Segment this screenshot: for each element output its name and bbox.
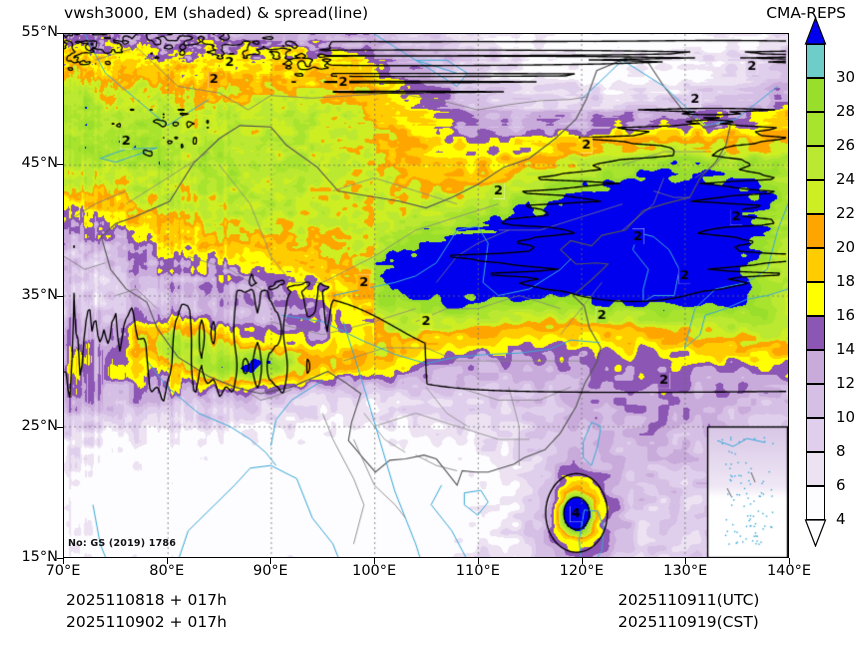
x-axis-tick-label: 130°E [663, 563, 708, 579]
colorbar-tick-label: 18 [836, 272, 856, 290]
colorbar-tick-label: 4 [836, 510, 846, 528]
y-axis-tick-label: 25°N [21, 417, 58, 434]
x-axis-tick-label: 90°E [252, 563, 288, 579]
colorbar-segment [806, 350, 825, 384]
colorbar-tick-label: 6 [836, 476, 846, 494]
x-axis-tick-label: 120°E [559, 563, 604, 579]
x-axis-tick [477, 558, 479, 564]
colorbar-segment [806, 180, 825, 214]
y-axis-tick [57, 558, 63, 559]
y-axis-tick [57, 164, 63, 166]
triangle-up-icon [805, 18, 826, 44]
x-axis-tick [789, 558, 790, 564]
x-axis-tick [374, 558, 376, 564]
map-panel[interactable] [63, 33, 789, 558]
colorbar-tick-label: 8 [836, 442, 846, 460]
y-axis-tick [57, 33, 63, 34]
colorbar-segment [806, 486, 825, 520]
footer-init-utc: 2025110818 + 017h [66, 591, 227, 609]
footer-valid-cst: 2025110919(CST) [618, 613, 759, 631]
y-axis-tick-label: 35°N [21, 286, 58, 303]
x-axis-tick [166, 558, 168, 564]
colorbar-segment [806, 112, 825, 146]
x-axis-tick [581, 558, 583, 564]
x-axis-tick [685, 558, 687, 564]
page-title: vwsh3000, EM (shaded) & spread(line) [64, 4, 369, 22]
colorbar-tick-label: 24 [836, 170, 856, 188]
y-axis-tick-label: 45°N [21, 155, 58, 172]
colorbar-segment [806, 44, 825, 78]
colorbar-tick-label: 14 [836, 340, 856, 358]
colorbar-tick-label: 28 [836, 102, 856, 120]
colorbar-segment [806, 248, 825, 282]
colorbar-segment [806, 418, 825, 452]
x-axis-tick-label: 70°E [45, 563, 81, 579]
colorbar[interactable]: 4 6 8 10 12 14 16 18 20 22 24 26 28 30 [804, 16, 855, 548]
y-axis-tick [57, 426, 63, 428]
y-axis-tick-label: 15°N [21, 549, 58, 565]
footer-valid-utc: 2025110911(UTC) [618, 591, 760, 609]
colorbar-segment [806, 214, 825, 248]
colorbar-segment [806, 282, 825, 316]
y-axis-tick [57, 295, 63, 297]
colorbar-segment [806, 146, 825, 180]
x-axis-tick [270, 558, 272, 564]
y-axis-tick-label: 55°N [21, 24, 58, 40]
colorbar-segment [806, 316, 825, 350]
colorbar-segment [806, 452, 825, 486]
map-canvas[interactable] [64, 34, 788, 557]
triangle-down-icon [805, 520, 826, 546]
colorbar-tick-label: 12 [836, 374, 856, 392]
colorbar-segment [806, 384, 825, 418]
colorbar-segment [806, 78, 825, 112]
footer-init-cst: 2025110902 + 017h [66, 613, 227, 631]
map-watermark: No: GS (2019) 1786 [68, 538, 177, 549]
x-axis-tick-label: 100°E [352, 563, 397, 579]
colorbar-tick-label: 30 [836, 68, 856, 86]
colorbar-tick-label: 10 [836, 408, 856, 426]
x-axis-tick-label: 140°E [766, 563, 812, 579]
colorbar-tick-label: 22 [836, 204, 856, 222]
colorbar-tick-label: 16 [836, 306, 856, 324]
colorbar-tick-label: 20 [836, 238, 856, 256]
x-axis-tick [63, 558, 64, 564]
x-axis-tick-label: 80°E [149, 563, 185, 579]
x-axis-tick-label: 110°E [455, 563, 500, 579]
colorbar-tick-label: 26 [836, 136, 856, 154]
